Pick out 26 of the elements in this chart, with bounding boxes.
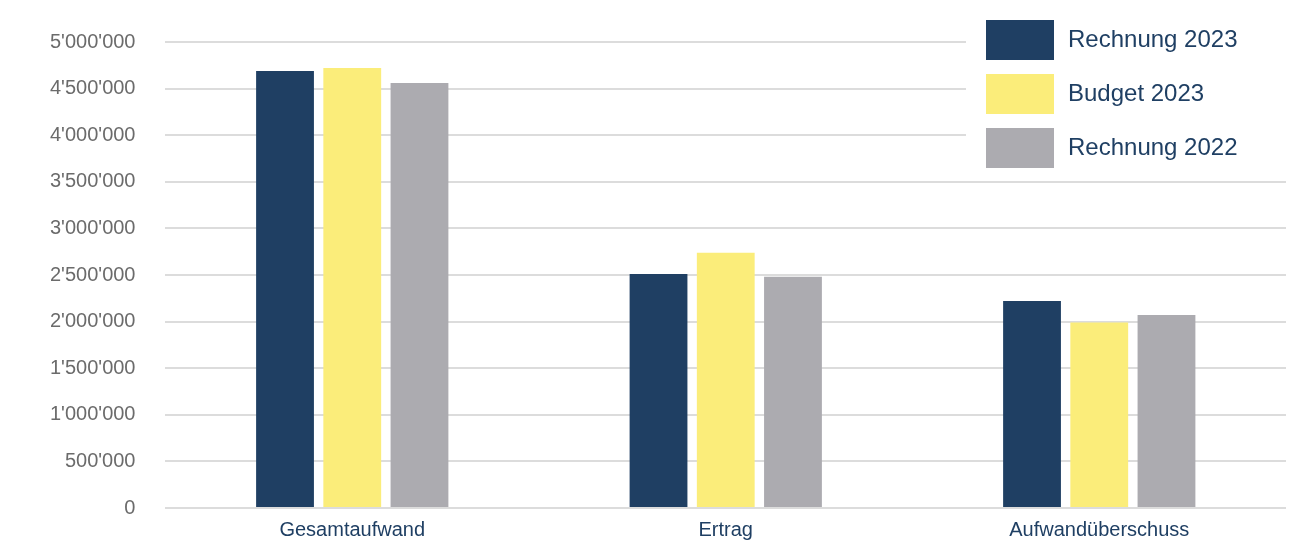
bar xyxy=(390,83,449,507)
bar xyxy=(764,276,822,507)
bar xyxy=(696,252,755,507)
legend-label: Budget 2023 xyxy=(1068,78,1205,106)
x-tick-label: Gesamtaufwand xyxy=(279,517,426,540)
y-tick-label: 4'000'000 xyxy=(50,122,136,145)
x-tick-label: Aufwandüberschuss xyxy=(1009,517,1190,540)
y-tick-label: 1'000'000 xyxy=(50,402,136,425)
bar xyxy=(323,68,382,507)
y-tick-label: 500'000 xyxy=(64,448,136,471)
y-tick-label: 2'000'000 xyxy=(50,309,136,332)
y-tick-label: 3'500'000 xyxy=(50,169,136,192)
x-tick-label: Ertrag xyxy=(698,517,753,540)
y-tick-label: 0 xyxy=(124,495,136,518)
legend-label: Rechnung 2022 xyxy=(1068,132,1238,160)
y-tick-label: 1'500'000 xyxy=(50,355,136,378)
bar xyxy=(1137,315,1196,507)
bar xyxy=(1003,301,1061,507)
bar xyxy=(1070,322,1129,507)
y-tick-label: 3'000'000 xyxy=(50,215,136,238)
bar xyxy=(629,274,688,507)
legend-label: Rechnung 2023 xyxy=(1068,24,1238,52)
y-tick-label: 5'000'000 xyxy=(50,29,136,52)
bar xyxy=(256,70,314,507)
y-tick-label: 2'500'000 xyxy=(50,262,136,285)
y-tick-label: 4'500'000 xyxy=(50,76,136,99)
